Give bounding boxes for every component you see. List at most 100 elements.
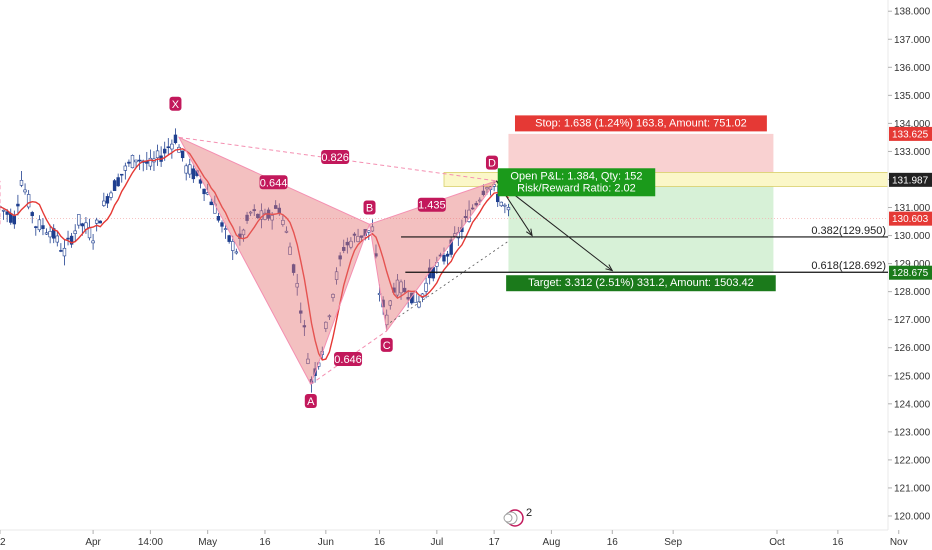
price-tick-label: 122.000 bbox=[894, 455, 931, 466]
candle-body bbox=[302, 325, 307, 328]
price-tick-label: 123.000 bbox=[894, 427, 931, 438]
candle-body bbox=[123, 165, 128, 171]
trend-line bbox=[390, 240, 509, 323]
candle-body bbox=[84, 222, 88, 230]
fib-level-label: 0.618(128.692) bbox=[811, 260, 886, 272]
price-badge: 130.603 bbox=[892, 214, 929, 225]
candle-body bbox=[155, 150, 160, 159]
price-badge-bg bbox=[889, 211, 932, 226]
candle-body bbox=[259, 210, 264, 220]
candle-body bbox=[26, 194, 31, 208]
time-tick-label: 16 bbox=[832, 537, 844, 548]
candle-body bbox=[109, 192, 113, 198]
candle-body bbox=[345, 241, 350, 246]
candle-body bbox=[252, 209, 256, 212]
candle-body bbox=[352, 233, 357, 236]
ratio-label: 0.644 bbox=[260, 177, 288, 189]
candle-body bbox=[220, 222, 224, 227]
candle-body bbox=[270, 215, 274, 221]
candle-body bbox=[55, 235, 59, 243]
candle-body bbox=[399, 281, 403, 294]
candle-body bbox=[334, 271, 339, 280]
candle-body bbox=[148, 157, 153, 167]
price-badge: 131.987 bbox=[892, 175, 929, 186]
point-label-x: X bbox=[172, 99, 180, 111]
point-label-bg-b bbox=[363, 200, 376, 215]
candle-body bbox=[94, 219, 99, 224]
ratio-label-bg bbox=[321, 150, 350, 165]
ratio-label-bg bbox=[417, 197, 446, 212]
point-label-b: B bbox=[366, 203, 373, 215]
candle-body bbox=[402, 287, 407, 293]
candle-body bbox=[291, 264, 296, 273]
candle-body bbox=[180, 150, 185, 159]
candle-body bbox=[137, 159, 142, 162]
point-label-bg-a bbox=[304, 394, 317, 409]
price-tick-label: 131.000 bbox=[894, 203, 931, 214]
candle-body bbox=[306, 358, 310, 364]
price-tick-label: 121.000 bbox=[894, 483, 931, 494]
candle-body bbox=[342, 247, 346, 251]
candle-body bbox=[284, 230, 289, 233]
time-tick-label: 12 bbox=[0, 537, 6, 548]
candle-body bbox=[91, 240, 95, 244]
candle-body bbox=[44, 232, 49, 235]
stop-label-bg bbox=[514, 115, 767, 132]
price-tick-label: 128.000 bbox=[894, 287, 931, 298]
candle-body bbox=[12, 215, 17, 225]
time-tick-label: 14:00 bbox=[138, 537, 163, 548]
pnl-label-line-2: Risk/Reward Ratio: 2.02 bbox=[517, 182, 636, 194]
ratio-label-bg bbox=[259, 175, 288, 190]
candle-body bbox=[34, 226, 38, 228]
candle-body bbox=[5, 211, 9, 215]
candle-body bbox=[295, 283, 299, 288]
candle-body bbox=[281, 219, 285, 225]
candle-body bbox=[367, 230, 371, 233]
price-badge: 133.625 bbox=[892, 129, 929, 140]
candle-body bbox=[359, 235, 364, 238]
arrow-head bbox=[605, 264, 614, 272]
ratio-label: 1.435 bbox=[418, 200, 446, 212]
candle-body bbox=[223, 228, 228, 230]
point-label-a: A bbox=[307, 396, 315, 408]
candle-body bbox=[406, 296, 410, 300]
candle-body bbox=[338, 255, 342, 260]
candle-body bbox=[463, 216, 468, 219]
time-tick-label: 16 bbox=[374, 537, 386, 548]
watermark-badge: 2 bbox=[526, 507, 532, 519]
candle-body bbox=[241, 229, 246, 236]
time-tick-label: 16 bbox=[259, 537, 271, 548]
candle-body bbox=[19, 180, 24, 186]
price-tick-label: 136.000 bbox=[894, 63, 931, 74]
candle-body bbox=[23, 189, 27, 193]
candle-body bbox=[503, 204, 507, 207]
candle-body bbox=[481, 190, 486, 195]
candle-body bbox=[98, 220, 102, 224]
time-tick-label: Oct bbox=[769, 537, 785, 548]
price-badge-bg bbox=[889, 172, 932, 187]
candle-body bbox=[485, 187, 489, 190]
time-tick-label: Jun bbox=[318, 537, 334, 548]
price-tick-label: 127.000 bbox=[894, 315, 931, 326]
stop-label: Stop: 1.638 (1.24%) 163.8, Amount: 751.0… bbox=[535, 117, 747, 129]
ratio-label: 0.646 bbox=[334, 354, 362, 366]
price-tick-label: 124.000 bbox=[894, 399, 931, 410]
candle-body bbox=[499, 201, 503, 207]
price-badge: 128.675 bbox=[892, 268, 929, 279]
target-label-bg bbox=[506, 275, 776, 292]
candle-body bbox=[478, 199, 482, 202]
candle-body bbox=[1, 209, 6, 212]
candle-body bbox=[102, 200, 106, 206]
candle-body bbox=[216, 215, 221, 221]
time-tick-label: 17 bbox=[489, 537, 501, 548]
price-tick-label: 138.000 bbox=[894, 7, 931, 18]
candle-body bbox=[116, 177, 120, 187]
candle-body bbox=[41, 225, 45, 229]
candle-body bbox=[120, 173, 124, 176]
candle-body bbox=[327, 315, 332, 318]
point-label-bg-d bbox=[485, 155, 498, 170]
candle-body bbox=[198, 179, 203, 184]
candle-body bbox=[134, 159, 138, 163]
candle-body bbox=[496, 193, 500, 203]
